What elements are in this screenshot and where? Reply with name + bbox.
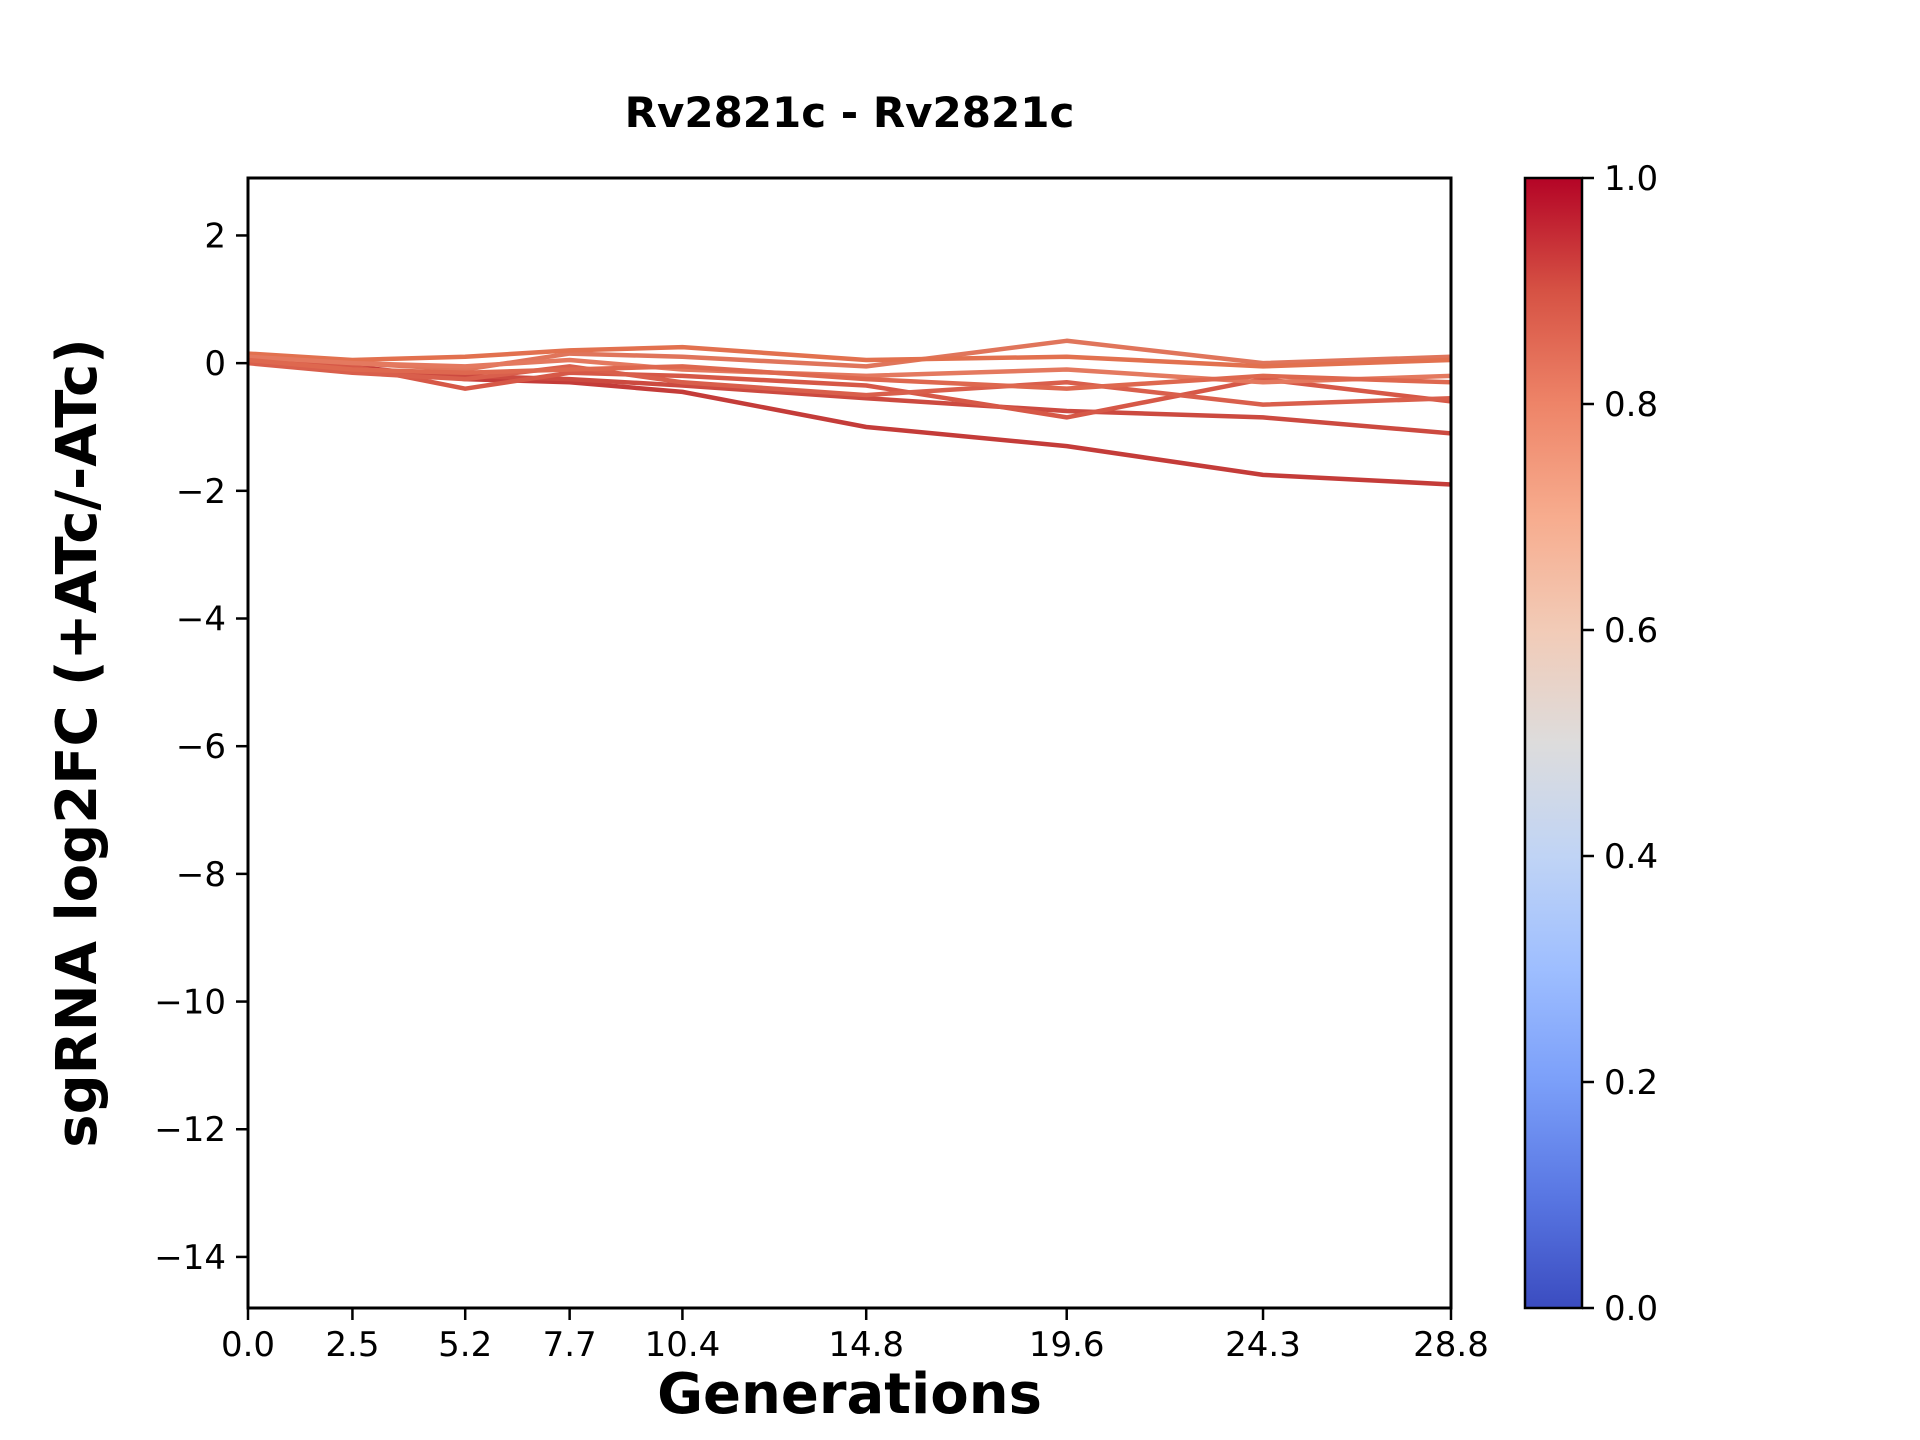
y-axis-label: sgRNA log2FC (+ATc/-ATc) — [45, 338, 110, 1148]
y-tick-label: −4 — [176, 600, 226, 640]
colorbar-tick-label: 0.2 — [1604, 1063, 1658, 1103]
y-tick-label: 2 — [204, 216, 226, 256]
colorbar-tick-label: 0.6 — [1604, 611, 1658, 651]
x-tick-label: 7.7 — [543, 1325, 597, 1365]
series-line-6 — [248, 360, 1451, 407]
y-axis-ticks: 2 0 −2 −4 −6 −8 −10 −12 −14 — [154, 216, 248, 1278]
x-axis-ticks: 0.0 2.5 5.2 7.7 10.4 14.8 19.6 24.3 28.8 — [221, 1308, 1489, 1365]
series-lines — [248, 338, 1451, 487]
y-tick-label: −6 — [176, 727, 226, 767]
x-tick-label: 28.8 — [1413, 1325, 1489, 1365]
colorbar-tick-label: 0.0 — [1604, 1289, 1658, 1329]
series-line-8 — [248, 357, 1451, 391]
colorbar-tick-label: 0.4 — [1604, 837, 1658, 877]
y-tick-label: 0 — [204, 344, 226, 384]
y-tick-label: −8 — [176, 855, 226, 895]
plot-area — [248, 178, 1451, 1308]
plot-frame — [246, 176, 1453, 1310]
x-tick-label: 2.5 — [325, 1325, 379, 1365]
x-tick-label: 0.0 — [221, 1325, 275, 1365]
x-tick-label: 24.3 — [1225, 1325, 1301, 1365]
y-tick-label: −12 — [154, 1110, 226, 1150]
colorbar-frame — [1523, 176, 1584, 1310]
x-axis-label: Generations — [657, 1362, 1042, 1427]
y-tick-label: −2 — [176, 472, 226, 512]
x-tick-label: 10.4 — [645, 1325, 721, 1365]
y-tick-label: −10 — [154, 983, 226, 1023]
series-line-4 — [248, 344, 1451, 369]
colorbar-tick-label: 1.0 — [1604, 159, 1658, 199]
x-tick-label: 19.6 — [1029, 1325, 1105, 1365]
y-tick-label: −14 — [154, 1238, 226, 1278]
chart-title: Rv2821c - Rv2821c — [624, 88, 1075, 137]
x-tick-label: 5.2 — [438, 1325, 492, 1365]
colorbar-tick-label: 0.8 — [1604, 385, 1658, 425]
colorbar-ticks: 0.0 0.2 0.4 0.6 0.8 1.0 — [1582, 159, 1658, 1329]
x-tick-label: 14.8 — [828, 1325, 904, 1365]
colorbar-gradient — [1525, 178, 1582, 1308]
